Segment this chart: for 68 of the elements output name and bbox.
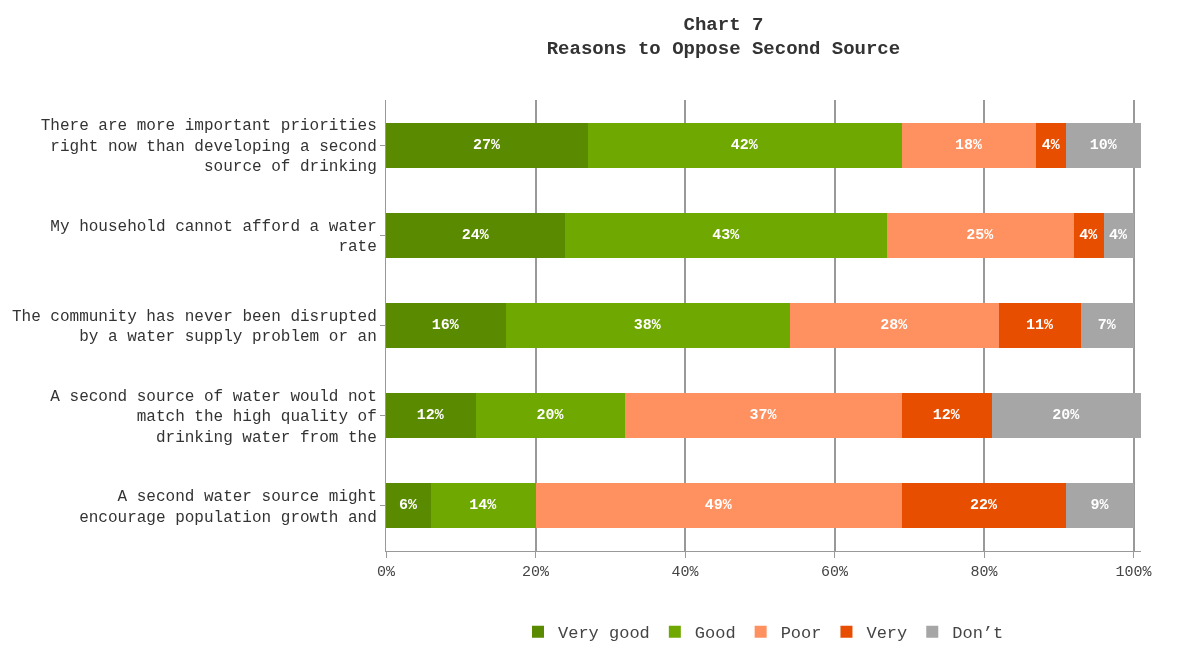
data-label: 27% [472,136,501,154]
x-tick-label: 80% [970,564,999,581]
bar [1036,122,1067,168]
data-label: 20% [536,407,565,425]
legend-label: Very [866,624,908,644]
bar [1081,302,1134,349]
data-label: 49% [704,497,733,515]
x-tick-label: 20% [521,564,550,581]
legend-label: Poor [780,624,822,644]
bar [386,122,588,168]
bar [1073,212,1104,258]
bar [386,393,476,439]
data-label: 28% [880,317,909,334]
bar [901,122,1037,168]
bar [625,393,902,439]
data-label: 37% [749,407,778,425]
data-label: 4% [1079,226,1099,244]
data-label: 24% [461,226,490,244]
bar [386,212,566,258]
bar [505,302,790,349]
chart-subtitle: Reasons to Oppose Second Source [546,38,901,61]
y-tick-label: My household cannot afford a water rate [50,217,377,257]
x-tick-label: 0% [376,564,396,581]
bar [386,483,431,529]
bar [1066,122,1141,168]
data-label: 14% [469,497,498,515]
y-tick-label: There are more important priorities right now than developing a second source of drinking [40,116,377,177]
data-label: 4% [1041,136,1061,154]
data-label: 11% [1026,317,1055,334]
data-label: 20% [1052,407,1081,425]
x-tick-label: 100% [1115,564,1153,581]
legend-label: Very good [558,624,650,644]
data-label: 22% [970,497,999,515]
data-label: 18% [955,136,984,154]
legend-label: Good [694,624,736,644]
legend-label: Don’t [952,624,1004,644]
data-label: 16% [431,317,460,334]
bar [886,212,1074,258]
bar [535,483,902,529]
y-tick-label: A second source of water would not match the high quality of drinking water from the [50,387,377,448]
bar [430,483,536,529]
chart-title: Chart 7 [683,13,764,36]
data-label: 9% [1090,497,1110,515]
bar [901,393,992,439]
x-tick-label: 40% [671,564,700,581]
data-label: 6% [398,497,418,515]
bar [565,212,887,258]
data-label: 7% [1097,317,1117,334]
bar [386,302,506,349]
x-tick-label: 60% [821,564,850,581]
y-tick-label: A second water source might encourage population growth and [79,488,377,527]
bar [991,393,1141,439]
bar [998,302,1082,349]
data-label: 10% [1089,136,1118,154]
bar [1103,212,1134,258]
data-label: 42% [730,136,759,154]
bar [901,483,1067,529]
bar [1066,483,1134,529]
bar [789,302,999,349]
bar [475,393,626,439]
data-label: 4% [1109,226,1129,244]
data-label: 12% [416,407,445,425]
data-label: 25% [966,226,995,244]
data-label: 12% [932,407,961,425]
data-label: 43% [712,226,741,244]
bar [587,122,902,168]
y-tick-label: The community has never been disrupted by a water supply problem or an [11,307,377,347]
data-label: 38% [633,317,662,334]
